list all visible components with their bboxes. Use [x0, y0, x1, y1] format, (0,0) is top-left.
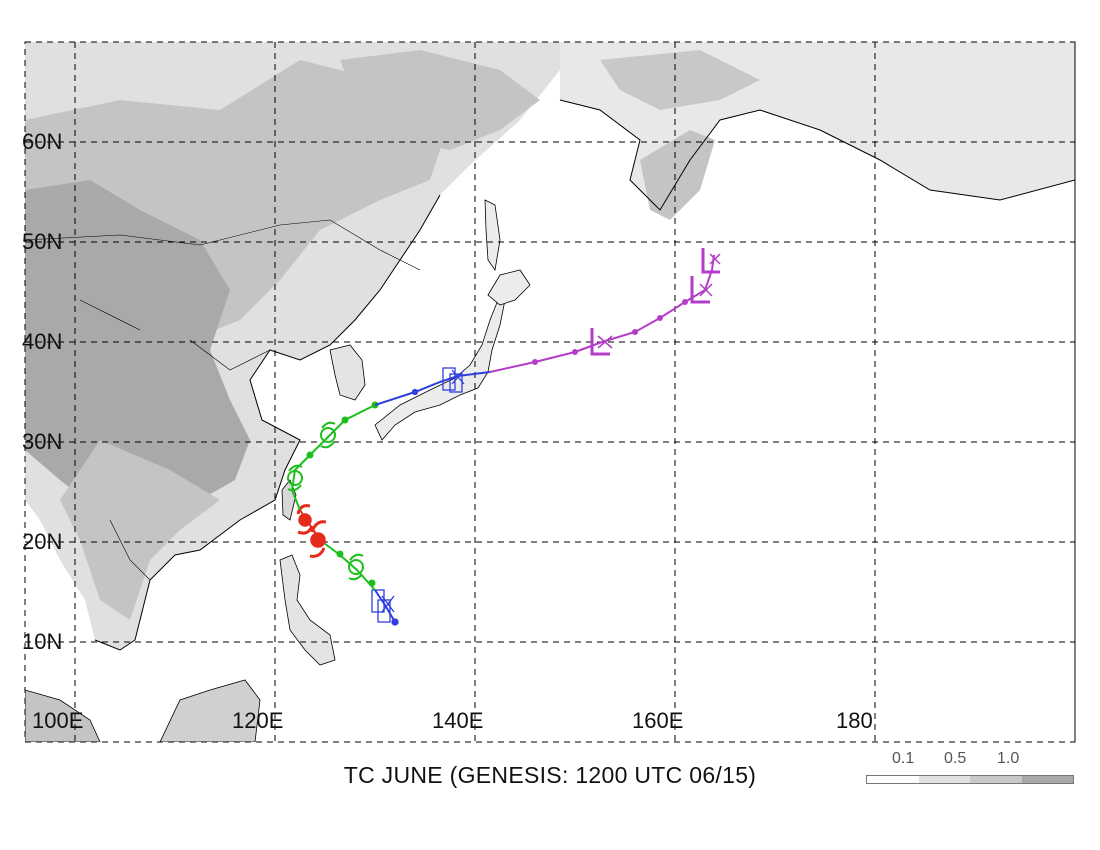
land-hokkaido [487, 269, 531, 306]
map-title: TC JUNE (GENESIS: 1200 UTC 06/15) [343, 762, 757, 788]
map-frame [24, 41, 1076, 743]
legend-swatch-3 [970, 776, 1022, 783]
track-segment-green-1 [319, 539, 376, 591]
lon-label-100e: 100E [32, 708, 84, 733]
lat-label-50n: 50N [22, 229, 63, 254]
land-sumatra [25, 689, 101, 742]
storm-symbol-green-1 [336, 550, 376, 587]
lat-label-20n: 20N [22, 529, 63, 554]
track-segment-green-2 [290, 404, 376, 511]
land-japan [374, 299, 506, 441]
land-taiwan [281, 479, 297, 521]
track-segment-blue-start [374, 589, 396, 623]
lat-label-40n: 40N [22, 329, 63, 354]
storm-symbol-blue-2 [411, 367, 465, 396]
storm-symbol-magenta [532, 248, 721, 365]
legend-label-1-0: 1.0 [997, 750, 1020, 767]
land-sakhalin [484, 199, 501, 272]
legend-label-0-1: 0.1 [892, 750, 915, 767]
lon-label-160e: 160E [632, 708, 684, 733]
storm-symbol-red [296, 504, 327, 558]
lon-label-180: 180 [836, 708, 873, 733]
coastline-asia [94, 99, 1075, 651]
terrain-dark-1 [25, 180, 250, 520]
lat-label-60n: 60N [22, 129, 63, 154]
lon-label-120e: 120E [232, 708, 284, 733]
terrain-siberia-mid [600, 50, 760, 110]
lat-label-30n: 30N [22, 429, 63, 454]
legend-swatch-1 [867, 776, 919, 783]
terrain-shading [25, 42, 1075, 742]
typhoon-track [287, 248, 721, 626]
lat-label-10n: 10N [22, 629, 63, 654]
track-segment-magenta [489, 254, 715, 373]
legend-swatch-4 [1021, 776, 1073, 783]
legend-swatch-2 [918, 776, 970, 783]
land-korea [329, 344, 366, 401]
terrain-mid-3 [340, 50, 540, 150]
land-philippines [279, 554, 336, 666]
storm-symbol-blue-start [371, 589, 399, 626]
legend-label-0-5: 0.5 [944, 750, 967, 767]
land-borneo [159, 679, 261, 742]
country-borders [25, 219, 421, 581]
terrain-mid-2 [60, 440, 220, 620]
lon-label-140e: 140E [432, 708, 484, 733]
storm-symbol-green-2 [287, 401, 379, 492]
legend-color-bar [866, 775, 1074, 784]
track-segment-blue-2 [374, 371, 491, 406]
